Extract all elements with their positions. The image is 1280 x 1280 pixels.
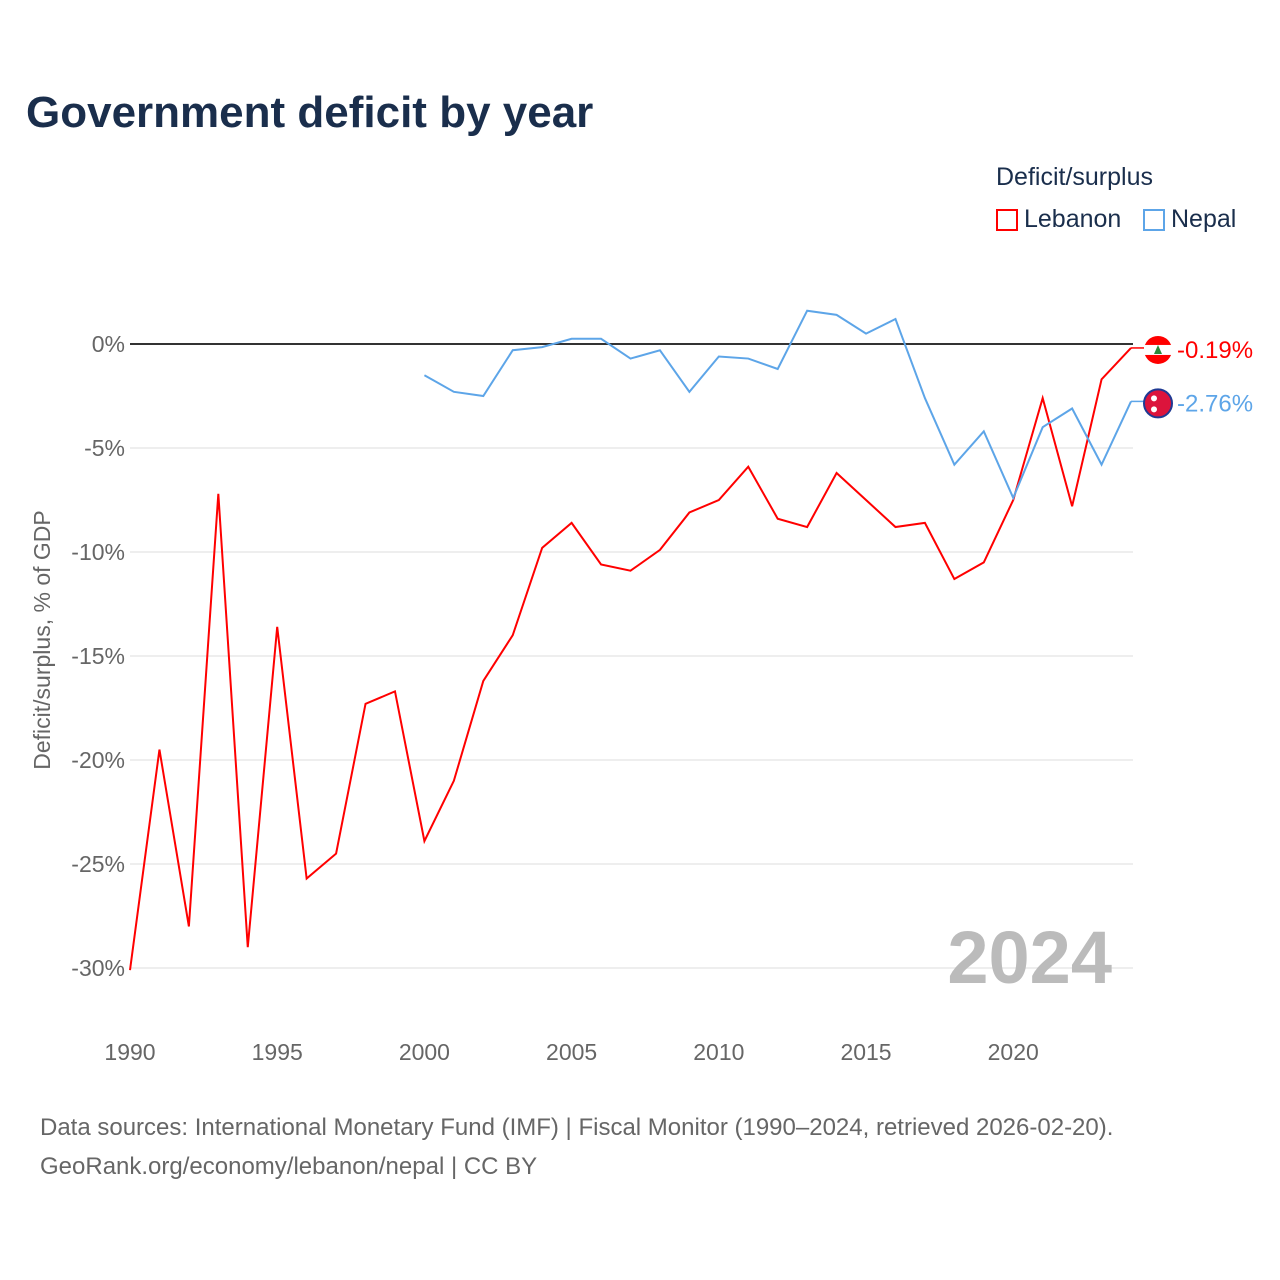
y-axis-label: Deficit/surplus, % of GDP bbox=[29, 510, 55, 769]
y-tick-label: -20% bbox=[71, 747, 125, 773]
year-watermark: 2024 bbox=[947, 916, 1112, 999]
y-tick-label: -15% bbox=[71, 643, 125, 669]
legend-title: Deficit/surplus bbox=[996, 163, 1153, 191]
flag-nepal-moon bbox=[1151, 395, 1157, 402]
y-tick-label: -30% bbox=[71, 955, 125, 981]
source-note: Data sources: International Monetary Fun… bbox=[40, 1108, 1113, 1186]
chart-title: Government deficit by year bbox=[26, 88, 594, 137]
flag-nepal-sun bbox=[1151, 406, 1157, 413]
x-tick-label: 2010 bbox=[693, 1039, 744, 1065]
y-tick-label: 0% bbox=[92, 331, 125, 357]
end-label-lebanon: -0.19% bbox=[1177, 337, 1253, 364]
x-tick-label: 2005 bbox=[546, 1039, 597, 1065]
x-tick-label: 1995 bbox=[252, 1039, 303, 1065]
legend-label-lebanon: Lebanon bbox=[1024, 205, 1122, 233]
legend-label-nepal: Nepal bbox=[1171, 205, 1237, 233]
legend-item-lebanon[interactable]: Lebanon bbox=[996, 205, 1121, 234]
source-line-1: Data sources: International Monetary Fun… bbox=[40, 1114, 1114, 1141]
end-label-nepal: -2.76% bbox=[1177, 390, 1253, 417]
flag-cedar bbox=[1154, 344, 1162, 354]
legend-swatch-nepal bbox=[1143, 208, 1165, 231]
y-tick-label: -25% bbox=[71, 851, 125, 877]
source-line-2[interactable]: GeoRank.org/economy/lebanon/nepal | CC B… bbox=[40, 1153, 538, 1180]
series-line-lebanon bbox=[129, 347, 1132, 971]
flag-nepal-icon bbox=[1143, 388, 1173, 419]
legend-item-nepal[interactable]: Nepal bbox=[1143, 205, 1236, 234]
legend-swatch-lebanon bbox=[996, 208, 1018, 231]
y-tick-label: -10% bbox=[71, 539, 125, 565]
x-tick-label: 2000 bbox=[399, 1039, 450, 1065]
x-tick-label: 1990 bbox=[104, 1039, 155, 1065]
series-line-nepal bbox=[423, 309, 1132, 501]
x-tick-label: 2015 bbox=[840, 1039, 891, 1065]
y-tick-label: -5% bbox=[84, 435, 125, 461]
x-tick-label: 2020 bbox=[988, 1039, 1039, 1065]
